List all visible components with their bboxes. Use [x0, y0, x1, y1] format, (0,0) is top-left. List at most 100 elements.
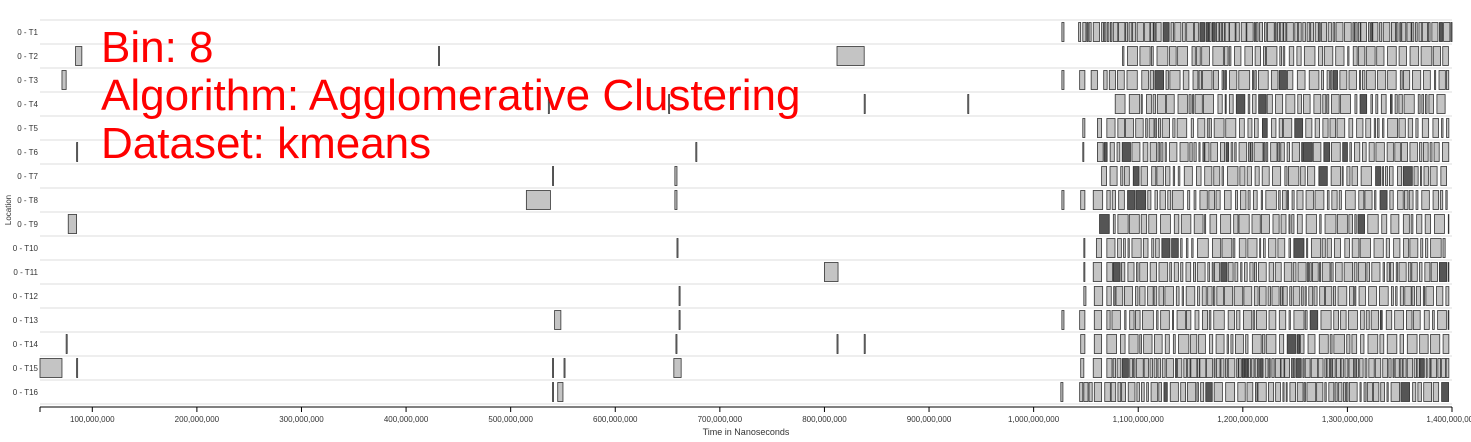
event-bar[interactable]	[1423, 70, 1431, 90]
event-bar[interactable]	[1397, 190, 1404, 210]
event-bar[interactable]	[1202, 94, 1214, 114]
event-bar[interactable]	[1268, 358, 1271, 378]
event-bar[interactable]	[1445, 286, 1450, 306]
event-bar[interactable]	[1309, 310, 1319, 330]
event-bar[interactable]	[1254, 262, 1257, 282]
event-bar[interactable]	[1346, 334, 1351, 354]
event-bar[interactable]	[1239, 166, 1246, 186]
event-bar[interactable]	[1345, 190, 1356, 210]
event-bar[interactable]	[1212, 46, 1224, 66]
event-bar[interactable]	[1121, 382, 1126, 402]
event-bar[interactable]	[1213, 286, 1216, 306]
event-bar[interactable]	[1147, 190, 1152, 210]
event-bar[interactable]	[1412, 70, 1422, 90]
event-bar[interactable]	[1163, 382, 1168, 402]
event-bar[interactable]	[1213, 358, 1216, 378]
event-bar[interactable]	[1421, 190, 1430, 210]
event-bar[interactable]	[1149, 70, 1154, 90]
event-bar[interactable]	[1199, 190, 1208, 210]
event-bar[interactable]	[863, 94, 866, 114]
event-bar[interactable]	[1093, 382, 1103, 402]
event-bar[interactable]	[1177, 166, 1181, 186]
event-bar[interactable]	[1304, 310, 1308, 330]
event-bar[interactable]	[563, 358, 566, 378]
event-bar[interactable]	[1196, 166, 1202, 186]
event-bar[interactable]	[1354, 22, 1358, 42]
event-bar[interactable]	[1230, 142, 1234, 162]
event-bar[interactable]	[1442, 238, 1446, 258]
event-bar[interactable]	[1136, 22, 1144, 42]
event-bar[interactable]	[1153, 358, 1158, 378]
event-bar[interactable]	[1323, 46, 1334, 66]
event-bar[interactable]	[1275, 382, 1281, 402]
event-bar[interactable]	[1247, 118, 1253, 138]
event-bar[interactable]	[1357, 46, 1366, 66]
event-bar[interactable]	[1374, 358, 1382, 378]
event-bar[interactable]	[1393, 238, 1401, 258]
event-bar[interactable]	[1412, 310, 1421, 330]
event-bar[interactable]	[1185, 286, 1196, 306]
event-bar[interactable]	[1135, 310, 1141, 330]
event-bar[interactable]	[1370, 94, 1373, 114]
event-bar[interactable]	[1152, 94, 1156, 114]
event-bar[interactable]	[1292, 262, 1297, 282]
event-bar[interactable]	[1155, 22, 1162, 42]
event-bar[interactable]	[1139, 46, 1151, 66]
event-bar[interactable]	[1131, 238, 1142, 258]
event-bar[interactable]	[1425, 286, 1434, 306]
event-bar[interactable]	[1179, 142, 1189, 162]
event-bar[interactable]	[1436, 94, 1446, 114]
event-bar[interactable]	[1301, 142, 1304, 162]
event-bar[interactable]	[1447, 310, 1450, 330]
event-bar[interactable]	[1408, 190, 1414, 210]
event-bar[interactable]	[1430, 334, 1441, 354]
event-bar[interactable]	[1326, 70, 1330, 90]
event-bar[interactable]	[1403, 238, 1409, 258]
event-bar[interactable]	[1120, 334, 1126, 354]
event-bar[interactable]	[1187, 190, 1191, 210]
event-bar[interactable]	[1322, 118, 1329, 138]
event-bar[interactable]	[1061, 310, 1065, 330]
event-bar[interactable]	[1283, 22, 1287, 42]
event-bar[interactable]	[1238, 358, 1242, 378]
event-bar[interactable]	[1227, 358, 1236, 378]
event-bar[interactable]	[1139, 286, 1146, 306]
event-bar[interactable]	[1164, 334, 1170, 354]
event-bar[interactable]	[1379, 22, 1383, 42]
event-bar[interactable]	[1095, 238, 1103, 258]
event-bar[interactable]	[1222, 22, 1225, 42]
event-bar[interactable]	[1247, 190, 1251, 210]
event-bar[interactable]	[1284, 166, 1288, 186]
event-bar[interactable]	[1447, 262, 1450, 282]
event-bar[interactable]	[1341, 166, 1344, 186]
event-bar[interactable]	[1326, 358, 1331, 378]
event-bar[interactable]	[1254, 118, 1259, 138]
event-bar[interactable]	[1357, 22, 1361, 42]
event-bar[interactable]	[1205, 22, 1210, 42]
event-bar[interactable]	[1352, 46, 1358, 66]
event-bar[interactable]	[1260, 358, 1264, 378]
event-bar[interactable]	[1293, 238, 1305, 258]
event-bar[interactable]	[1127, 238, 1130, 258]
event-bar[interactable]	[1257, 382, 1267, 402]
event-bar[interactable]	[1169, 382, 1179, 402]
event-bar[interactable]	[1333, 310, 1339, 330]
event-bar[interactable]	[1169, 262, 1173, 282]
event-bar[interactable]	[1104, 382, 1111, 402]
event-bar[interactable]	[1198, 142, 1201, 162]
event-bar[interactable]	[1082, 142, 1085, 162]
event-bar[interactable]	[1161, 118, 1170, 138]
event-bar[interactable]	[1199, 22, 1205, 42]
event-bar[interactable]	[1398, 262, 1407, 282]
event-bar[interactable]	[1336, 118, 1346, 138]
event-bar[interactable]	[1425, 238, 1429, 258]
event-bar[interactable]	[824, 262, 839, 282]
event-bar[interactable]	[674, 166, 678, 186]
event-bar[interactable]	[1291, 142, 1301, 162]
event-bar[interactable]	[1116, 142, 1121, 162]
event-bar[interactable]	[1148, 118, 1155, 138]
event-bar[interactable]	[1344, 358, 1349, 378]
event-bar[interactable]	[1228, 94, 1234, 114]
event-bar[interactable]	[1141, 70, 1149, 90]
event-bar[interactable]	[1193, 190, 1197, 210]
